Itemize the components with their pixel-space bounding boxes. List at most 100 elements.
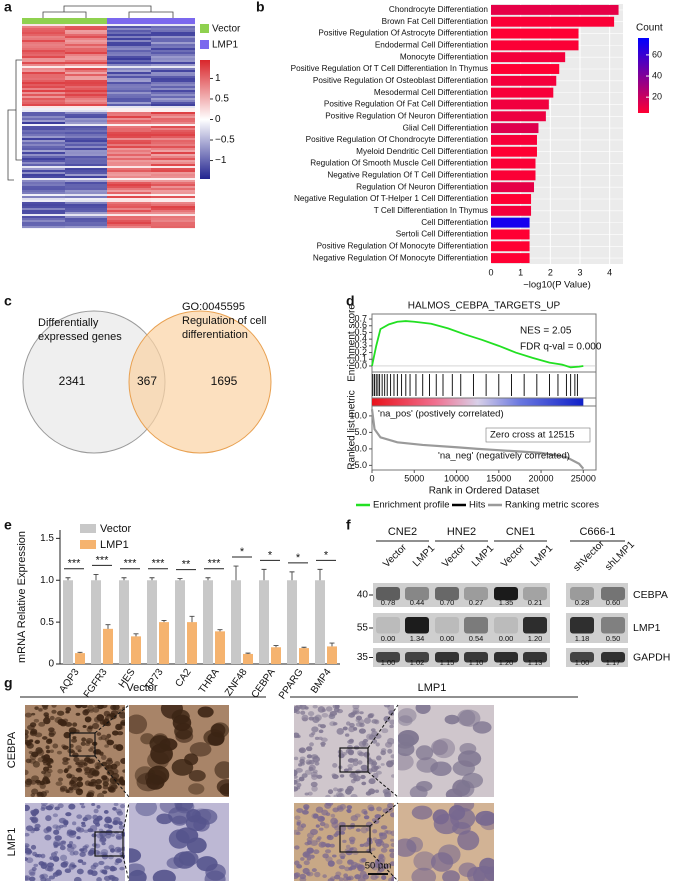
heatmap-cell [107, 42, 151, 45]
nucleus [63, 731, 71, 739]
heatmap-cell [107, 186, 151, 189]
nucleus [327, 789, 334, 795]
category-label: Positive Regulation Of Astrocyte Differe… [318, 29, 488, 38]
heatmap-cell [151, 60, 195, 63]
heatmap-cell [65, 90, 107, 93]
nucleus [336, 859, 343, 865]
nucleus [335, 791, 343, 797]
heatmap-cell [151, 102, 195, 105]
nucleus [58, 842, 64, 847]
heatmap-cell [107, 110, 151, 113]
nucleus [68, 863, 76, 870]
error-bar [329, 642, 335, 647]
heatmap-cell [151, 56, 195, 59]
error-bar [149, 577, 155, 581]
heatmap-cell [65, 154, 107, 157]
heatmap-cell [151, 132, 195, 135]
nucleus [48, 732, 55, 738]
band-quantification: 0.50 [606, 634, 621, 643]
category-label: Chondrocyte Differentiation [389, 5, 489, 14]
heatmap-cell [22, 42, 65, 45]
nucleus [374, 839, 383, 845]
heatmap-cell [151, 74, 195, 77]
bar [491, 146, 537, 157]
heatmap-cell [65, 140, 107, 143]
heatmap-cell [65, 54, 107, 57]
nucleus [391, 774, 394, 778]
heatmap-cell [107, 80, 151, 83]
heatmap-cell [107, 180, 151, 183]
heatmap-cell [65, 188, 107, 191]
column-label: Vector [126, 682, 158, 694]
heatmap-cell [151, 48, 195, 51]
heatmap-cell [107, 156, 151, 159]
nucleus [304, 806, 309, 811]
nucleus [55, 781, 63, 786]
nucleus [72, 850, 79, 856]
nucleus [331, 821, 339, 829]
heatmap-cell [151, 190, 195, 193]
band [435, 587, 459, 601]
nucleus [71, 738, 78, 743]
heatmap-cell [107, 148, 151, 151]
band [464, 587, 488, 601]
heatmap-cell [151, 174, 195, 177]
band-quantification: 0.60 [606, 598, 621, 607]
x-tick-label: 5000 [404, 473, 424, 483]
nucleus [307, 791, 313, 796]
nucleus [59, 720, 67, 727]
x-tick-label: 4 [607, 267, 612, 277]
nucleus [461, 772, 484, 789]
nucleus [332, 774, 339, 780]
bar [491, 99, 549, 110]
nucleus [349, 847, 354, 851]
nucleus [113, 744, 119, 750]
bar [259, 580, 269, 664]
error-bar [133, 633, 139, 637]
nucleus [103, 865, 111, 870]
nucleus [381, 728, 389, 734]
nucleus [96, 815, 103, 821]
nucleus [349, 722, 355, 728]
heatmap-cell [151, 164, 195, 167]
nucleus [307, 850, 314, 855]
nucleus [374, 733, 382, 739]
nucleus [78, 761, 86, 768]
band-quantification: 0.21 [528, 598, 543, 607]
nucleus [363, 815, 370, 820]
nucleus [77, 749, 82, 753]
error-bar [65, 577, 71, 581]
nucleus [431, 739, 448, 756]
heatmap-cell [151, 180, 195, 183]
error-bar [189, 615, 195, 623]
heatmap-cell [65, 148, 107, 151]
heatmap-cell [22, 204, 65, 207]
nucleus [186, 837, 207, 854]
nucleus [359, 870, 367, 878]
heatmap-cell [22, 182, 65, 185]
nucleus [382, 843, 390, 849]
band-quantification: 0.27 [469, 598, 484, 607]
nucleus [444, 714, 460, 725]
heatmap-cell [107, 172, 151, 175]
nucleus [432, 738, 456, 759]
heatmap-cell [22, 104, 65, 107]
nucleus [307, 711, 315, 717]
nucleus [111, 772, 120, 780]
nucleus [329, 876, 336, 881]
heatmap-cell [151, 100, 195, 103]
heatmap-cell [22, 38, 65, 41]
heatmap-cell [151, 80, 195, 83]
heatmap-cell [107, 190, 151, 193]
lane-label: LMP1 [411, 543, 438, 570]
nucleus [344, 866, 350, 872]
heatmap-cell [22, 128, 65, 131]
heatmap-cell [22, 138, 65, 141]
nucleus [98, 860, 105, 866]
nucleus [43, 754, 51, 761]
bar [491, 4, 619, 15]
heatmap-cell [107, 174, 151, 177]
x-tick-label: ZNF48 [223, 667, 250, 699]
nucleus [118, 821, 123, 826]
nucleus [350, 794, 358, 797]
